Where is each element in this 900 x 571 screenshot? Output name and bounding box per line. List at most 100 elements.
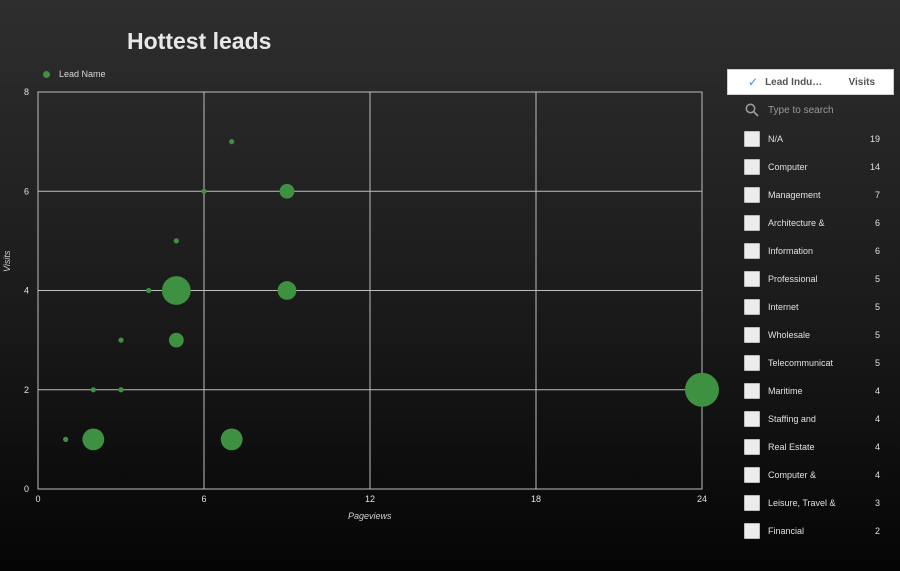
data-point [279, 183, 295, 199]
filter-checkbox[interactable] [744, 159, 760, 175]
filter-option[interactable]: Computer & 4 [727, 461, 894, 489]
filter-checkbox[interactable] [744, 243, 760, 259]
legend-label: Lead Name [59, 69, 106, 79]
filter-option-label: Management [768, 190, 821, 200]
filter-metric-label: Visits [848, 76, 876, 88]
filter-checkbox[interactable] [744, 467, 760, 483]
x-tick-label: 0 [35, 494, 40, 504]
filter-option[interactable]: Telecommunicat 5 [727, 349, 894, 377]
filter-option-label: Wholesale [768, 330, 811, 340]
y-axis-label: Visits [2, 250, 12, 272]
x-tick-label: 24 [697, 494, 707, 504]
filter-option-label: Staffing and [768, 414, 816, 424]
data-point [220, 428, 243, 451]
data-point [90, 387, 96, 393]
filter-checkbox[interactable] [744, 383, 760, 399]
filter-option[interactable]: Information 6 [727, 237, 894, 265]
filter-option-label: Architecture & [768, 218, 825, 228]
filter-option-label: Computer & [768, 470, 817, 480]
filter-option-label: Information [768, 246, 814, 256]
chart-legend: Lead Name [43, 69, 106, 79]
y-tick-label: 4 [24, 286, 29, 296]
filter-option-label: Professional [768, 274, 818, 284]
filter-option-count: 5 [874, 302, 880, 312]
data-point [63, 436, 69, 442]
y-tick-label: 8 [24, 87, 29, 97]
filter-option-label: Leisure, Travel & [768, 498, 836, 508]
filter-option[interactable]: Computer 14 [727, 153, 894, 181]
industry-filter-control: ✓ Lead Indu… Visits Type to search N/A 19… [727, 69, 894, 545]
x-axis-label: Pageviews [348, 511, 392, 521]
filter-header[interactable]: ✓ Lead Indu… Visits [727, 69, 894, 95]
filter-checkbox[interactable] [744, 327, 760, 343]
filter-option[interactable]: Professional 5 [727, 265, 894, 293]
filter-option-count: 4 [874, 414, 880, 424]
y-tick-label: 2 [24, 385, 29, 395]
filter-dimension-label: Lead Indu… [765, 76, 823, 88]
filter-option[interactable]: Staffing and 4 [727, 405, 894, 433]
filter-option-label: Telecommunicat [768, 358, 834, 368]
filter-option-count: 4 [874, 442, 880, 452]
y-tick-label: 6 [24, 186, 29, 196]
filter-option-count: 2 [874, 526, 880, 536]
data-point [118, 387, 124, 393]
data-point [168, 332, 184, 348]
data-point [277, 281, 297, 300]
filter-option[interactable]: Management 7 [727, 181, 894, 209]
filter-option-count: 4 [874, 470, 880, 480]
filter-search-input[interactable]: Type to search [727, 95, 894, 125]
filter-option-count: 5 [874, 274, 880, 284]
filter-checkbox[interactable] [744, 187, 760, 203]
filter-option-label: Internet [768, 302, 799, 312]
filter-checkbox[interactable] [744, 299, 760, 315]
filter-option-label: Real Estate [768, 442, 815, 452]
filter-option-label: Computer [768, 162, 808, 172]
filter-checkbox[interactable] [744, 271, 760, 287]
filter-option[interactable]: Wholesale 5 [727, 321, 894, 349]
filter-checkbox[interactable] [744, 131, 760, 147]
search-placeholder: Type to search [768, 104, 834, 116]
filter-option-count: 7 [874, 190, 880, 200]
data-point [118, 337, 124, 343]
filter-option-count: 3 [874, 498, 880, 508]
check-icon: ✓ [748, 75, 759, 89]
filter-checkbox[interactable] [744, 523, 760, 539]
filter-option-count: 19 [869, 134, 880, 144]
filter-option-label: N/A [768, 134, 784, 144]
search-icon [745, 103, 759, 117]
data-point [173, 238, 179, 244]
x-tick-label: 6 [201, 494, 206, 504]
y-tick-label: 0 [24, 484, 29, 494]
filter-option-count: 4 [874, 386, 880, 396]
filter-option-count: 5 [874, 358, 880, 368]
data-point [146, 287, 152, 294]
filter-option-list: N/A 19 Computer 14 Management 7 Architecture &… [727, 125, 894, 545]
filter-option[interactable]: Architecture & 6 [727, 209, 894, 237]
filter-option-label: Maritime [768, 386, 803, 396]
x-tick-label: 18 [531, 494, 541, 504]
filter-checkbox[interactable] [744, 495, 760, 511]
filter-option[interactable]: Maritime 4 [727, 377, 894, 405]
data-point [229, 139, 235, 145]
filter-checkbox[interactable] [744, 215, 760, 231]
data-point [82, 428, 105, 451]
filter-checkbox[interactable] [744, 411, 760, 427]
filter-option-count: 6 [874, 246, 880, 256]
filter-option[interactable]: Financial 2 [727, 517, 894, 545]
filter-option[interactable]: Real Estate 4 [727, 433, 894, 461]
filter-checkbox[interactable] [744, 355, 760, 371]
legend-marker [43, 70, 50, 78]
filter-option[interactable]: N/A 19 [727, 125, 894, 153]
filter-option-count: 14 [869, 162, 880, 172]
filter-option[interactable]: Leisure, Travel & 3 [727, 489, 894, 517]
x-tick-label: 12 [365, 494, 375, 504]
filter-option-label: Financial [768, 526, 805, 536]
filter-option-count: 5 [874, 330, 880, 340]
filter-option-count: 6 [874, 218, 880, 228]
data-point [201, 188, 207, 194]
chart-title: Hottest leads [127, 28, 272, 54]
data-point [685, 372, 719, 407]
filter-checkbox[interactable] [744, 439, 760, 455]
filter-option[interactable]: Internet 5 [727, 293, 894, 321]
